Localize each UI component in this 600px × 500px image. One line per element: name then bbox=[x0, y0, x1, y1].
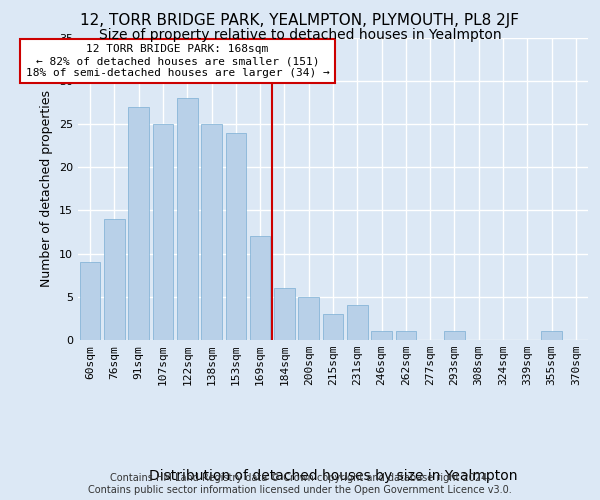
Bar bbox=[201, 124, 222, 340]
Bar bbox=[80, 262, 100, 340]
Bar bbox=[395, 332, 416, 340]
Bar bbox=[274, 288, 295, 340]
Bar bbox=[250, 236, 271, 340]
Bar bbox=[541, 332, 562, 340]
Bar bbox=[444, 332, 465, 340]
Text: Contains HM Land Registry data © Crown copyright and database right 2024.
Contai: Contains HM Land Registry data © Crown c… bbox=[88, 474, 512, 495]
Text: Size of property relative to detached houses in Yealmpton: Size of property relative to detached ho… bbox=[98, 28, 502, 42]
Bar bbox=[128, 106, 149, 340]
Bar bbox=[177, 98, 197, 340]
Y-axis label: Number of detached properties: Number of detached properties bbox=[40, 90, 53, 287]
Bar bbox=[104, 219, 125, 340]
Bar bbox=[226, 132, 246, 340]
Bar bbox=[152, 124, 173, 340]
Text: 12, TORR BRIDGE PARK, YEALMPTON, PLYMOUTH, PL8 2JF: 12, TORR BRIDGE PARK, YEALMPTON, PLYMOUT… bbox=[80, 12, 520, 28]
X-axis label: Distribution of detached houses by size in Yealmpton: Distribution of detached houses by size … bbox=[149, 468, 517, 482]
Bar bbox=[371, 332, 392, 340]
Text: 12 TORR BRIDGE PARK: 168sqm
← 82% of detached houses are smaller (151)
18% of se: 12 TORR BRIDGE PARK: 168sqm ← 82% of det… bbox=[26, 44, 329, 78]
Bar bbox=[323, 314, 343, 340]
Bar bbox=[347, 306, 368, 340]
Bar bbox=[298, 297, 319, 340]
